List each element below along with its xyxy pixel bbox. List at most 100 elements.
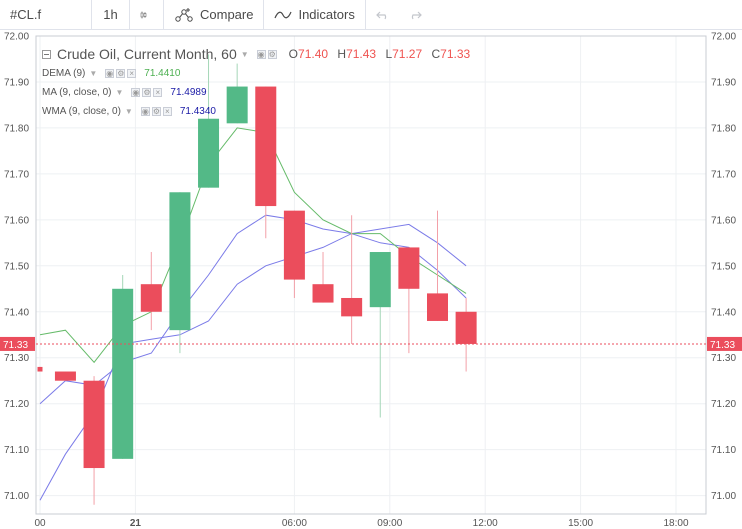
study-name: DEMA (9)	[42, 68, 86, 79]
undo-button[interactable]	[366, 0, 402, 30]
candle-body-up	[112, 288, 134, 459]
y-tick-label-right: 71.30	[711, 353, 736, 364]
candle-body-down	[54, 371, 76, 381]
indicators-icon	[274, 11, 293, 18]
x-tick-label: 15:00	[568, 518, 593, 529]
last-price-tags: 71.33 71.33	[0, 336, 742, 351]
last-price-tag-left: 71.33	[3, 340, 28, 351]
y-tick-label-left: 71.60	[4, 215, 29, 226]
gear-icon[interactable]: ⚙	[267, 49, 277, 59]
gear-icon[interactable]: ⚙	[151, 107, 161, 116]
close-value: 71.33	[440, 47, 471, 61]
close-key: C	[431, 47, 441, 61]
close-icon[interactable]: ×	[127, 69, 137, 78]
candle-body-down	[283, 210, 305, 280]
candle-body-down	[312, 284, 334, 303]
y-tick-label-left: 71.30	[4, 353, 29, 364]
study-legend-ma: MA (9, close, 0) ▼ ◉ ⚙ × 71.4989	[42, 87, 207, 98]
candle-body-down	[398, 247, 420, 289]
y-tick-label-right: 72.00	[711, 32, 736, 43]
legend-collapse-button[interactable]	[42, 49, 51, 59]
eye-icon[interactable]: ◉	[140, 107, 150, 116]
plot-frame	[35, 35, 707, 515]
price-chart[interactable]: 72.00 71.90 71.80 71.70 71.60 71.50 71.40 71.30…	[0, 30, 742, 529]
study-legend-wma: WMA (9, close, 0) ▼ ◉ ⚙ × 71.4340	[42, 106, 216, 117]
time-axis[interactable]: 00 21 06:00 09:00 12:00 15:00 18:00	[34, 518, 689, 529]
y-tick-label-right: 71.10	[711, 445, 736, 456]
symbol-search-button[interactable]: #CL.f	[0, 0, 92, 30]
high-key: H	[337, 47, 347, 61]
compare-label: Compare	[200, 7, 254, 22]
last-price-tag-right-bg	[707, 336, 742, 351]
candle-body-down	[341, 297, 363, 317]
right-price-axis[interactable]: 72.00 71.90 71.80 71.70 71.60 71.50 71.40 71.30…	[711, 32, 736, 503]
high-value: 71.43	[346, 47, 377, 61]
ma-line	[39, 214, 467, 405]
last-price-tag-right: 71.33	[710, 340, 735, 351]
symbol-label: #CL.f	[10, 7, 42, 22]
y-tick-label-left: 71.80	[4, 123, 29, 134]
eye-icon[interactable]: ◉	[131, 88, 141, 97]
redo-icon	[411, 11, 422, 19]
close-icon[interactable]: ×	[162, 107, 172, 116]
candle-body-down	[83, 380, 105, 469]
indicators-label: Indicators	[298, 7, 355, 22]
y-tick-label-right: 71.50	[711, 261, 736, 272]
gear-icon[interactable]: ⚙	[116, 69, 126, 78]
y-tick-label-right: 71.60	[711, 215, 736, 226]
candle-body-down	[255, 86, 277, 207]
study-value: 71.4340	[179, 106, 216, 117]
y-tick-label-right: 71.20	[711, 399, 736, 410]
series-title: Crude Oil, Current Month, 60	[57, 46, 237, 62]
candle-body-up	[198, 118, 220, 188]
undo-icon	[375, 11, 386, 19]
main-series-legend: Crude Oil, Current Month, 60 ▼ ◉ ⚙ O71.4…	[42, 46, 476, 62]
low-value: 71.27	[392, 47, 423, 61]
chevron-down-icon[interactable]: ▼	[240, 49, 249, 59]
x-tick-label: 12:00	[473, 518, 498, 529]
eye-icon[interactable]: ◉	[105, 69, 115, 78]
compare-button[interactable]: Compare	[164, 0, 265, 30]
y-tick-label-left: 71.40	[4, 307, 29, 318]
x-tick-label: 06:00	[282, 518, 307, 529]
x-tick-label: 21	[130, 518, 142, 529]
x-tick-label: 00	[34, 518, 46, 529]
y-tick-label-right: 71.40	[711, 307, 736, 318]
left-price-axis[interactable]: 72.00 71.90 71.80 71.70 71.60 71.50 71.40 71.30…	[4, 32, 29, 503]
x-tick-label: 18:00	[663, 518, 688, 529]
candle-body-up	[169, 192, 191, 331]
last-price-tag-left-bg	[0, 336, 35, 351]
y-tick-label-right: 71.90	[711, 77, 736, 88]
y-tick-label-right: 71.70	[711, 169, 736, 180]
interval-button[interactable]: 1h	[92, 0, 130, 30]
x-tick-label: 09:00	[377, 518, 402, 529]
chart-grid	[36, 35, 706, 514]
study-legend-dema: DEMA (9) ▼ ◉ ⚙ × 71.4410	[42, 68, 180, 79]
y-tick-label-right: 71.80	[711, 123, 736, 134]
redo-button[interactable]	[402, 0, 434, 30]
open-value: 71.40	[298, 47, 329, 61]
candle-body-up	[369, 252, 391, 308]
y-tick-label-left: 71.10	[4, 445, 29, 456]
candle-body-up	[226, 86, 248, 124]
chevron-down-icon[interactable]: ▼	[124, 107, 133, 116]
gear-icon[interactable]: ⚙	[142, 88, 152, 97]
low-key: L	[385, 47, 393, 61]
candle-body-down	[140, 284, 162, 312]
y-tick-label-left: 71.20	[4, 399, 29, 410]
top-toolbar: #CL.f 1h Compare Indicators	[0, 0, 742, 30]
y-tick-label-left: 72.00	[4, 32, 29, 43]
y-tick-label-right: 71.00	[711, 491, 736, 502]
open-key: O	[288, 47, 299, 61]
eye-icon[interactable]: ◉	[256, 49, 266, 59]
candles	[37, 54, 477, 505]
chevron-down-icon[interactable]: ▼	[89, 69, 98, 78]
chevron-down-icon[interactable]: ▼	[115, 88, 124, 97]
close-icon[interactable]: ×	[153, 88, 163, 97]
candle-body-down	[427, 293, 448, 321]
chart-style-button[interactable]	[130, 0, 164, 30]
y-tick-label-left: 71.00	[4, 491, 29, 502]
y-tick-label-left: 71.90	[4, 77, 29, 88]
study-name: WMA (9, close, 0)	[42, 106, 121, 117]
indicators-button[interactable]: Indicators	[264, 0, 366, 30]
